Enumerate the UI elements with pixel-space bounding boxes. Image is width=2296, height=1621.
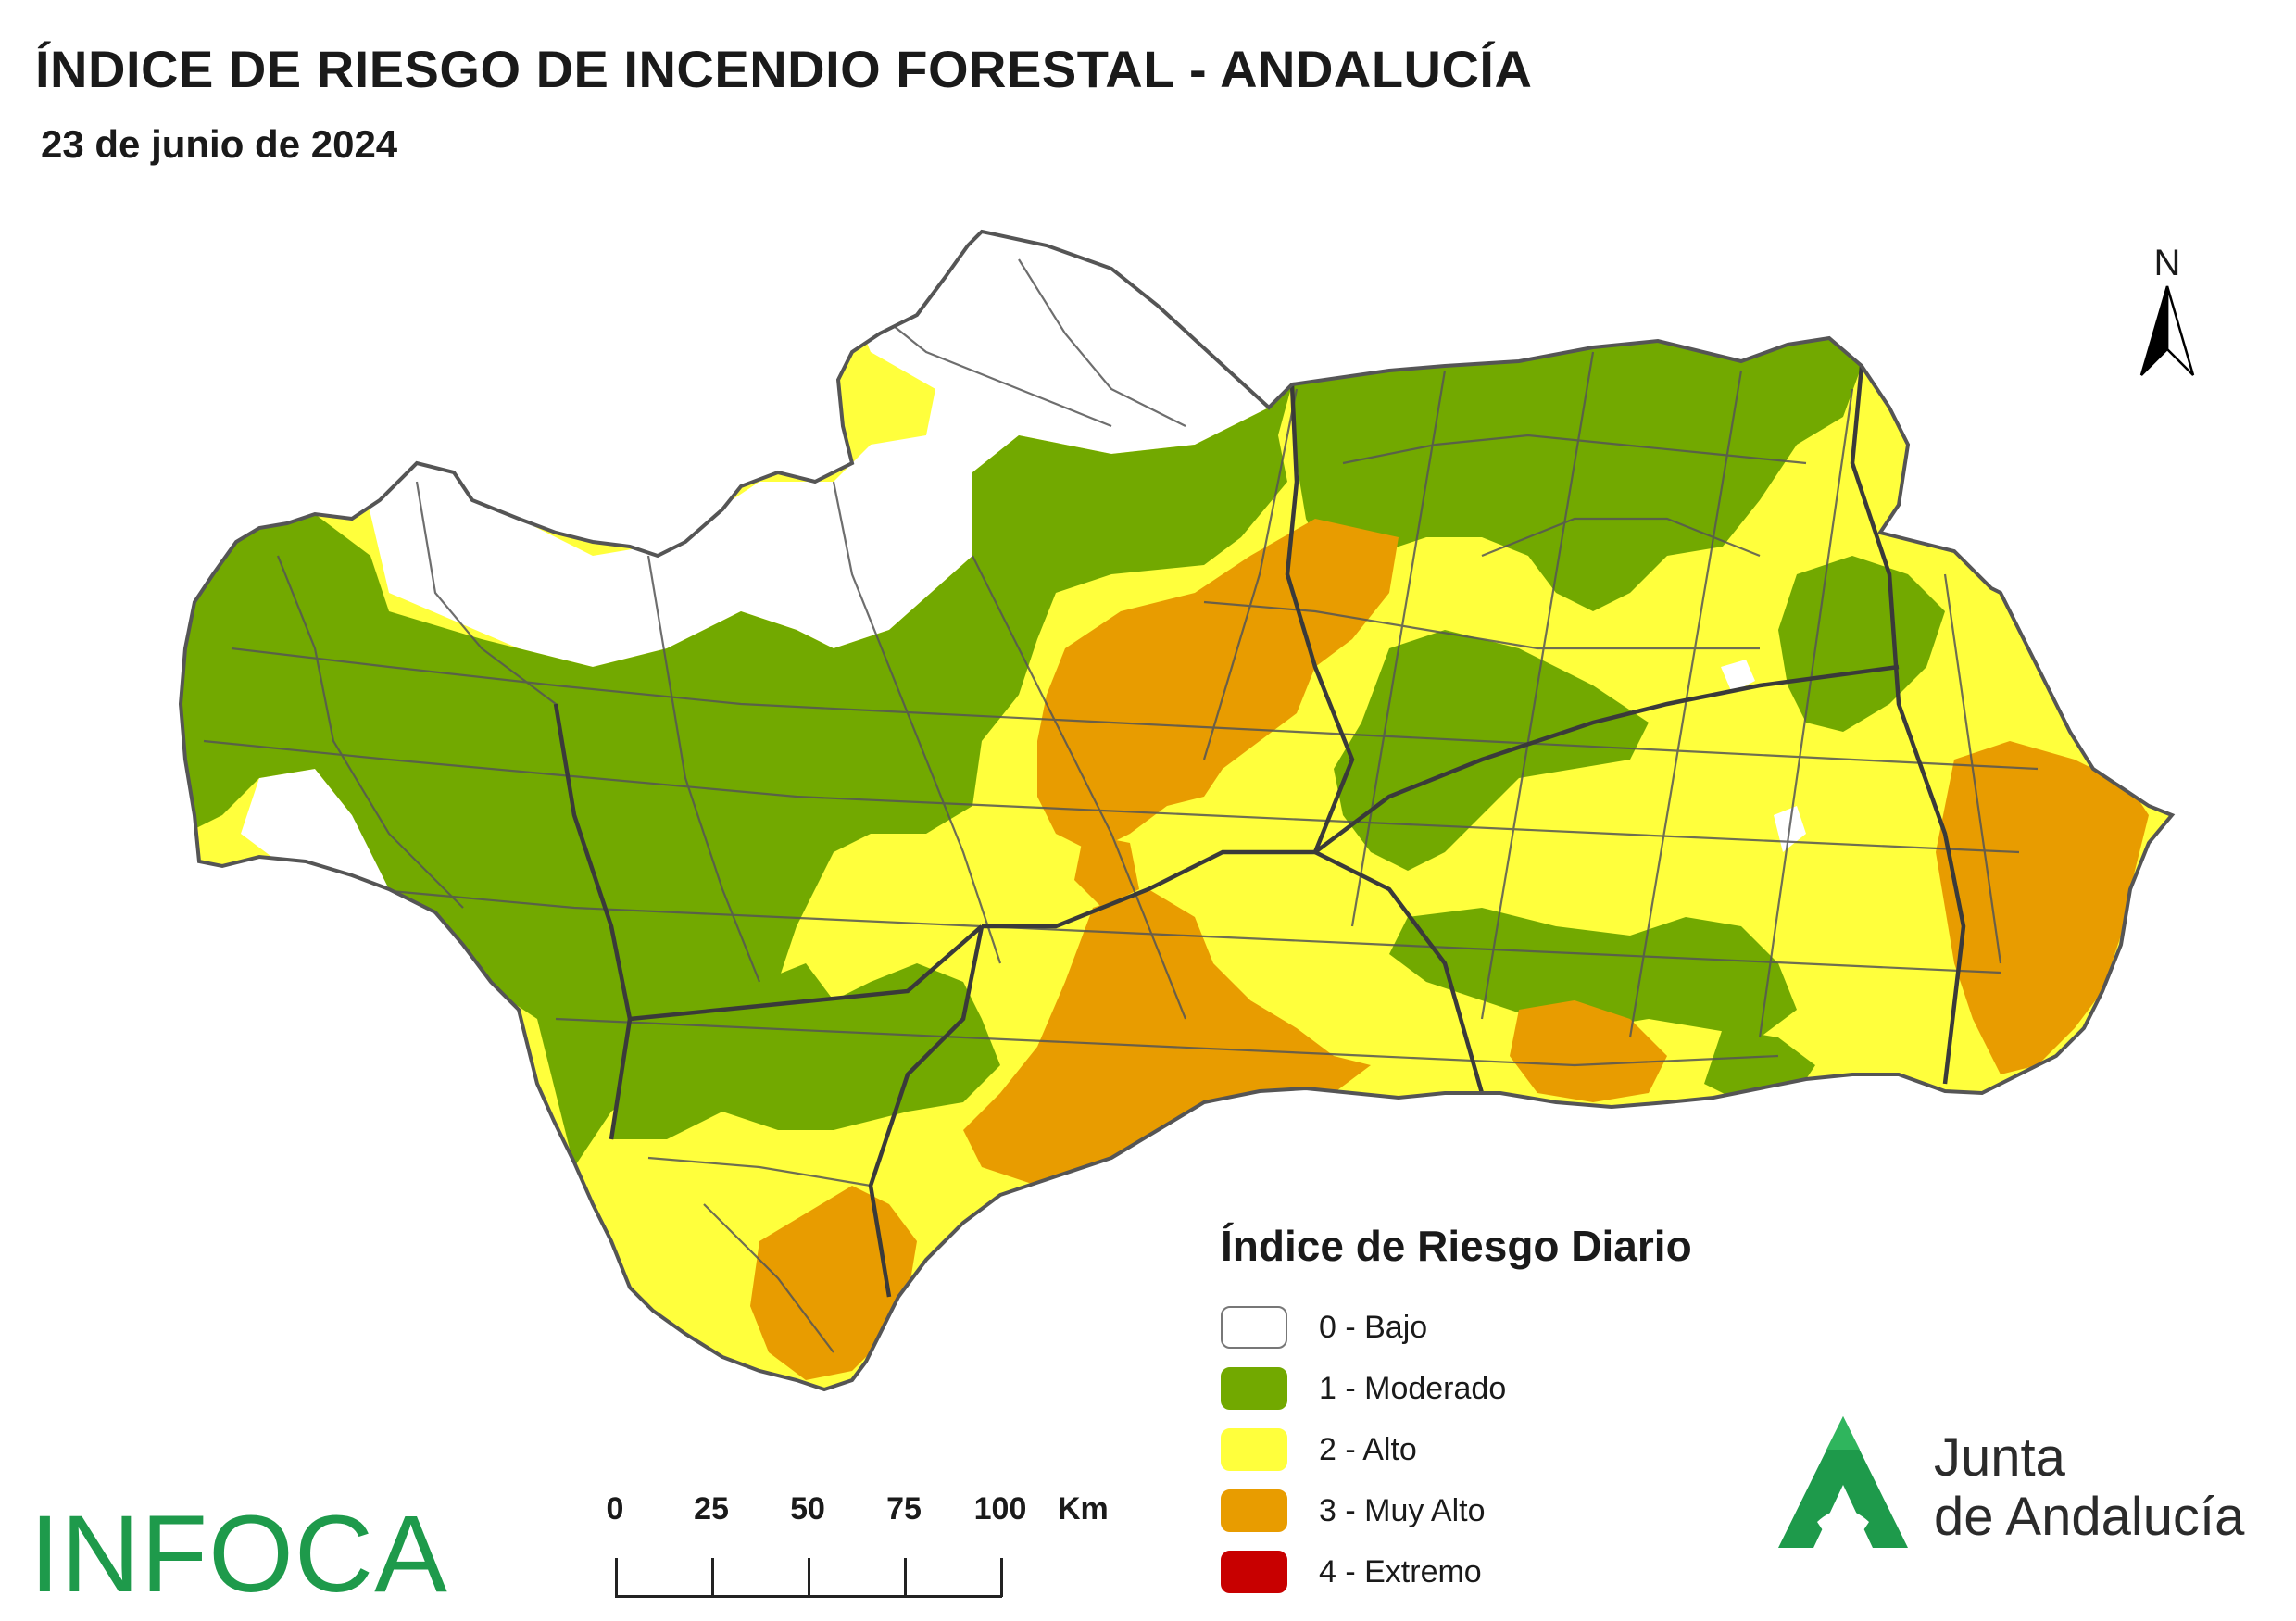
scale-unit: Km: [1058, 1491, 1109, 1527]
legend-swatch-bajo: [1221, 1306, 1287, 1349]
north-arrow-icon: [2139, 285, 2195, 376]
scale-tick: [1000, 1558, 1003, 1597]
legend-label: 3 - Muy Alto: [1319, 1492, 1486, 1528]
scale-label-50: 50: [790, 1491, 825, 1527]
scale-tick: [615, 1558, 618, 1597]
legend-swatch-extremo: [1221, 1551, 1287, 1593]
legend-title: Índice de Riesgo Diario: [1221, 1222, 1692, 1270]
scale-label-100: 100: [973, 1491, 1027, 1527]
map-date: 23 de junio de 2024: [41, 122, 398, 166]
legend-item-alto: 2 - Alto: [1221, 1419, 1692, 1480]
map-title: ÍNDICE DE RIESGO DE INCENDIO FORESTAL - …: [35, 40, 1533, 98]
junta-name-line2: de Andalucía: [1934, 1487, 2245, 1547]
legend-item-extremo: 4 - Extremo: [1221, 1541, 1692, 1602]
legend-swatch-alto: [1221, 1428, 1287, 1471]
legend-item-bajo: 0 - Bajo: [1221, 1297, 1692, 1358]
legend: Índice de Riesgo Diario 0 - Bajo 1 - Mod…: [1221, 1221, 1692, 1602]
legend-label: 4 - Extremo: [1319, 1553, 1482, 1590]
scale-label-0: 0: [606, 1491, 624, 1527]
scale-tick: [808, 1558, 810, 1597]
junta-name-line1: Junta: [1934, 1427, 2065, 1488]
north-label: N: [2153, 243, 2181, 283]
legend-swatch-muy-alto: [1221, 1489, 1287, 1532]
scale-label-75: 75: [886, 1491, 922, 1527]
scale-tick: [711, 1558, 714, 1597]
legend-label: 2 - Alto: [1319, 1431, 1417, 1467]
scale-label-25: 25: [694, 1491, 729, 1527]
junta-andalucia-logo-icon: [1778, 1416, 1908, 1548]
legend-label: 0 - Bajo: [1319, 1309, 1428, 1345]
scale-tick: [904, 1558, 907, 1597]
infoca-logo: INFOCA: [30, 1493, 448, 1615]
legend-swatch-moderado: [1221, 1367, 1287, 1410]
north-arrow: N: [2139, 243, 2195, 382]
legend-item-muy-alto: 3 - Muy Alto: [1221, 1480, 1692, 1541]
legend-label: 1 - Moderado: [1319, 1370, 1507, 1406]
scale-bar: 0 25 50 75 100 Km: [602, 1491, 1121, 1612]
legend-item-moderado: 1 - Moderado: [1221, 1358, 1692, 1419]
